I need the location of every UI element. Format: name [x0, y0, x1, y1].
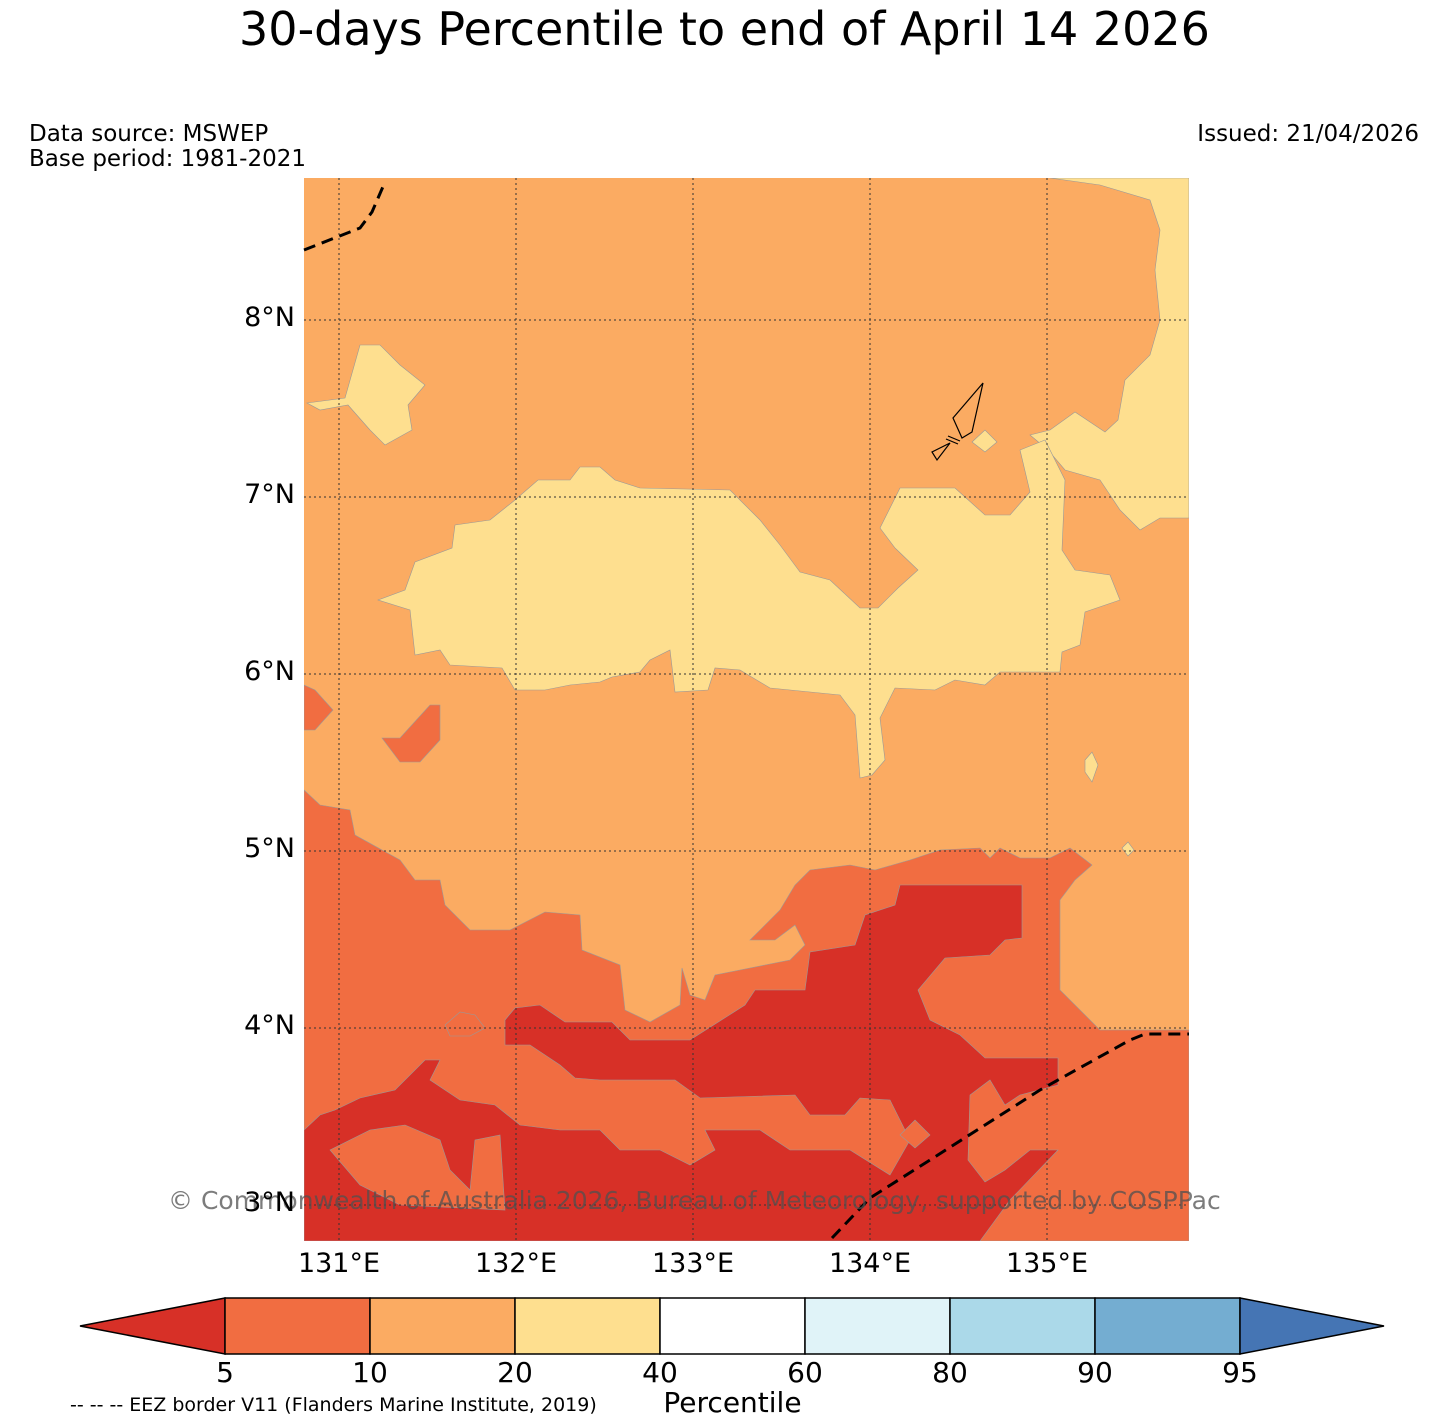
colorbar-tick-5: 5	[216, 1356, 234, 1389]
island-main-outline	[952, 382, 984, 439]
colorbar-segment-40-60	[659, 1297, 806, 1355]
colorbar-tick-10: 10	[352, 1356, 388, 1389]
colorbar-tick-20: 20	[497, 1356, 533, 1389]
eez-border-northwest	[303, 181, 387, 252]
colorbar-segment-60-80	[804, 1297, 951, 1355]
lat-label-6n: 6°N	[244, 656, 295, 687]
region-20-40-central-band	[377, 439, 1121, 779]
region-5-10-west-edge	[304, 684, 334, 731]
colorbar-label: Percentile	[663, 1386, 802, 1419]
lon-label-131e: 131°E	[297, 1248, 381, 1279]
lat-label-7n: 7°N	[244, 479, 295, 510]
region-20-40-northeast	[1029, 178, 1189, 531]
lon-label-135e: 135°E	[1005, 1248, 1089, 1279]
gridlines	[304, 178, 1189, 1241]
region-20-40-islet-a	[971, 429, 998, 453]
colorbar-segment-90-95	[1094, 1297, 1241, 1355]
region-5-10-hole-a	[329, 1124, 506, 1211]
island-outline	[931, 382, 984, 462]
issued-date-text: Issued: 21/04/2026	[1197, 121, 1419, 147]
island-reef-line-b	[945, 438, 959, 445]
colorbar-tick-40: 40	[642, 1356, 678, 1389]
lat-label-4n: 4°N	[244, 1010, 295, 1041]
colorbar-segment-10-20	[369, 1297, 516, 1355]
colorbar-tick-60: 60	[787, 1356, 823, 1389]
lon-label-133e: 133°E	[651, 1248, 735, 1279]
colorbar-segment-5-10	[224, 1297, 371, 1355]
eez-border-note: -- -- -- EEZ border V11 (Flanders Marine…	[70, 1394, 597, 1416]
lon-label-134e: 134°E	[828, 1248, 912, 1279]
region-20-40-northwest-blob	[306, 344, 426, 446]
colorbar-tick-90: 90	[1077, 1356, 1113, 1389]
lat-label-8n: 8°N	[244, 302, 295, 333]
colorbar-tick-95: 95	[1222, 1356, 1258, 1389]
copyright-watermark: © Commonwealth of Australia 2026, Bureau…	[168, 1186, 1221, 1215]
colorbar-tick-80: 80	[932, 1356, 968, 1389]
data-source-text: Data source: MSWEP	[29, 121, 269, 147]
island-small-outline	[931, 442, 951, 462]
region-20-40-islet-c	[1121, 841, 1135, 857]
colorbar-segment-80-90	[949, 1297, 1096, 1355]
region-20-40-islet-b	[1084, 751, 1099, 783]
lon-label-132e: 132°E	[474, 1248, 558, 1279]
percentile-map-area	[304, 178, 1189, 1241]
lat-label-5n: 5°N	[244, 833, 295, 864]
base-period-text: Base period: 1981-2021	[29, 146, 307, 172]
island-reef-line-a	[947, 435, 961, 442]
lat-label-3n: 3°N	[244, 1187, 295, 1218]
colorbar-segment-above-95	[1239, 1297, 1385, 1355]
colorbar-segment-below-5	[79, 1297, 226, 1355]
region-5-10-hole-b	[899, 1119, 931, 1149]
colorbar-segment-20-40	[514, 1297, 661, 1355]
eez-borders	[303, 181, 1189, 1240]
colorbar	[79, 1297, 1385, 1355]
map-title: 30-days Percentile to end of April 14 20…	[239, 2, 1210, 56]
region-5-10-west-blob	[381, 704, 441, 763]
eez-border-southeast	[830, 1032, 1189, 1240]
